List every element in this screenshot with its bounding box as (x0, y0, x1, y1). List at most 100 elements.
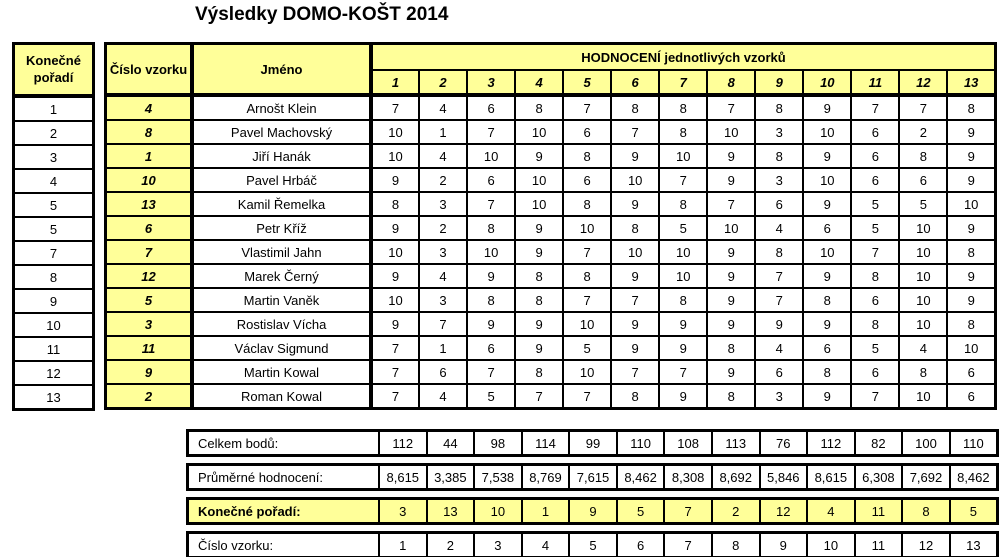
table-row: 5 Martin Vaněk 10 3 8 8 7 7 8 9 7 8 6 10 9 (104, 287, 997, 313)
summary-value-cell: 7,615 (568, 463, 618, 491)
score-cell: 6 (754, 191, 805, 217)
score-cell: 9 (706, 359, 757, 385)
score-cell: 5 (658, 215, 709, 241)
summary-value-cell: 7 (663, 497, 713, 525)
score-cell: 8 (898, 143, 949, 169)
score-cell: 8 (514, 94, 565, 121)
summary-value-cell: 3 (473, 531, 523, 557)
summary-value-cell: 8 (710, 531, 761, 557)
summary-value-cell: 98 (473, 429, 523, 457)
summary-value-cell: 44 (425, 429, 476, 457)
score-cell: 9 (514, 143, 565, 169)
final-rank-cell: 9 (12, 288, 95, 314)
score-cell: 6 (466, 335, 517, 361)
summary-value-cell: 8,462 (615, 463, 666, 491)
score-cell: 9 (466, 263, 517, 289)
score-cell: 9 (946, 215, 997, 241)
summary-value-cell: 2 (425, 531, 476, 557)
score-cell: 4 (898, 335, 949, 361)
score-cell: 8 (658, 287, 709, 313)
final-rank-cell: 3 (12, 144, 95, 170)
table-row: 10 Pavel Hrbáč 9 2 6 10 6 10 7 9 3 10 6 6 9 (104, 167, 997, 193)
score-cell: 10 (368, 239, 421, 265)
score-cell: 7 (368, 335, 421, 361)
score-cell: 5 (898, 191, 949, 217)
score-cell: 6 (850, 167, 901, 193)
final-rank-row: 5 (12, 192, 95, 218)
score-cell: 3 (418, 239, 469, 265)
final-rank-row: 2 (12, 120, 95, 146)
score-cell: 10 (706, 119, 757, 145)
final-rank-cell: 11 (12, 336, 95, 362)
score-cell: 7 (754, 287, 805, 313)
score-cell: 7 (658, 359, 709, 385)
score-cell: 6 (898, 167, 949, 193)
score-cell: 8 (946, 311, 997, 337)
sample-column-header: 7 (658, 69, 709, 97)
score-cell: 8 (610, 94, 661, 121)
score-cell: 8 (706, 383, 757, 410)
score-cell: 10 (946, 335, 997, 361)
sample-column-header: 13 (946, 69, 997, 97)
score-cell: 9 (946, 143, 997, 169)
summary-value-cell: 3 (378, 497, 428, 525)
score-cell: 5 (850, 215, 901, 241)
final-rank-cell: 7 (12, 240, 95, 266)
score-cell: 9 (706, 239, 757, 265)
summary-value-cell: 6 (615, 531, 666, 557)
score-cell: 4 (418, 263, 469, 289)
sample-number-cell: 8 (104, 119, 193, 145)
page-title: Výsledky DOMO-KOŠT 2014 (195, 4, 449, 25)
score-cell: 9 (610, 311, 661, 337)
summary-value-cell: 13 (948, 531, 999, 557)
score-cell: 6 (802, 215, 853, 241)
sample-number-cell: 5 (104, 287, 193, 313)
sample-column-header: 1 (368, 69, 421, 97)
score-cell: 8 (946, 94, 997, 121)
sample-number-cell: 3 (104, 311, 193, 337)
score-cell: 9 (802, 311, 853, 337)
summary-value-cell: 110 (948, 429, 999, 457)
summary-value-cell: 82 (853, 429, 904, 457)
score-cell: 8 (466, 287, 517, 313)
score-cell: 1 (418, 335, 469, 361)
score-cell: 10 (658, 239, 709, 265)
summary-value-cell: 113 (710, 429, 761, 457)
score-cell: 9 (610, 335, 661, 361)
sample-number-cell: 9 (104, 359, 193, 385)
score-cell: 10 (610, 167, 661, 193)
score-cell: 7 (658, 167, 709, 193)
name-cell: Kamil Řemelka (190, 191, 372, 217)
score-cell: 6 (754, 359, 805, 385)
summary-value-cell: 112 (806, 429, 856, 457)
name-cell: Marek Černý (190, 263, 372, 289)
summary-value-cell: 8 (901, 497, 951, 525)
evaluation-table: Číslo vzorku Jméno HODNOCENÍ jednotlivýc… (104, 42, 997, 410)
score-cell: 8 (658, 191, 709, 217)
summary-value-cell: 1 (378, 531, 428, 557)
sample-number-cell: 4 (104, 94, 193, 121)
score-cell: 10 (898, 383, 949, 410)
sample-column-header: 11 (850, 69, 901, 97)
score-cell: 10 (898, 215, 949, 241)
score-cell: 8 (514, 263, 565, 289)
summary-value-cell: 5,846 (758, 463, 809, 491)
score-cell: 10 (898, 239, 949, 265)
summary-value-cell: 8,615 (806, 463, 856, 491)
score-cell: 7 (562, 239, 613, 265)
score-cell: 4 (754, 335, 805, 361)
score-cell: 9 (706, 287, 757, 313)
final-rank-row: 1 (12, 95, 95, 122)
sample-column-header: 2 (418, 69, 469, 97)
name-cell: Pavel Hrbáč (190, 167, 372, 193)
name-cell: Arnošt Klein (190, 94, 372, 121)
score-cell: 4 (754, 215, 805, 241)
score-cell: 4 (418, 94, 469, 121)
name-cell: Martin Kowal (190, 359, 372, 385)
score-cell: 9 (658, 311, 709, 337)
score-cell: 5 (850, 191, 901, 217)
score-cell: 3 (418, 191, 469, 217)
score-cell: 2 (898, 119, 949, 145)
score-cell: 9 (802, 383, 853, 410)
final-rank-row: 3 (12, 144, 95, 170)
